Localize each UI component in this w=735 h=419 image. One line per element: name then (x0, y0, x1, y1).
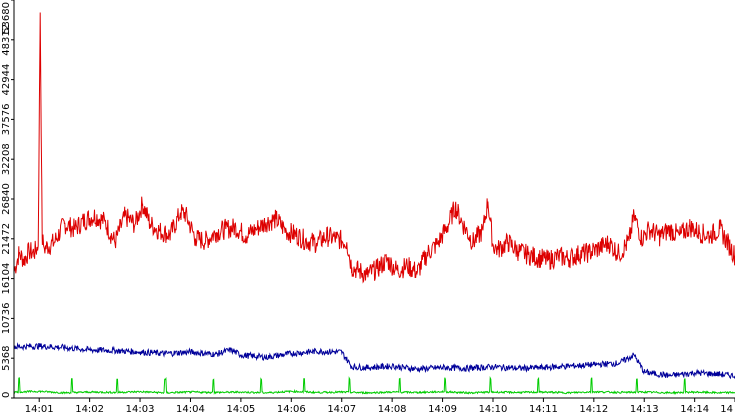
x-tick-label: 14:10 (479, 404, 508, 415)
y-tick-label: 48312 (1, 24, 12, 56)
y-tick-label: 37576 (1, 103, 12, 135)
series-line-2 (13, 342, 735, 380)
x-tick-label: 14:07 (327, 404, 356, 415)
y-tick-label: 32208 (1, 143, 12, 175)
y-tick-label: 42944 (1, 64, 12, 96)
y-tick-label: 53680 (1, 2, 12, 34)
x-tick-label: 14:13 (630, 404, 659, 415)
x-tick-label: 14:05 (226, 404, 255, 415)
x-tick-label: 14:02 (75, 404, 104, 415)
y-tick-label: 5368 (1, 345, 12, 370)
x-tick-label: 14:01 (25, 404, 54, 415)
series-line-1 (13, 12, 735, 284)
x-tick-label: 14 (720, 404, 733, 415)
y-tick-label: 10736 (1, 302, 12, 334)
y-tick-label: 16104 (1, 263, 12, 295)
x-tick-label: 14:03 (126, 404, 155, 415)
series-line-3 (13, 375, 735, 395)
series-layer (13, 12, 735, 395)
x-tick-label: 14:11 (529, 404, 558, 415)
x-tick-label: 14:04 (176, 404, 205, 415)
y-tick-label: 0 (1, 392, 12, 398)
x-tick-label: 14:06 (277, 404, 306, 415)
x-tick-label: 14:12 (579, 404, 608, 415)
y-tick-label: 26840 (1, 183, 12, 215)
x-tick-label: 14:08 (378, 404, 407, 415)
x-tick-label: 14:09 (428, 404, 457, 415)
x-tick-label: 14:14 (680, 404, 709, 415)
y-tick-label: 21472 (1, 223, 12, 255)
